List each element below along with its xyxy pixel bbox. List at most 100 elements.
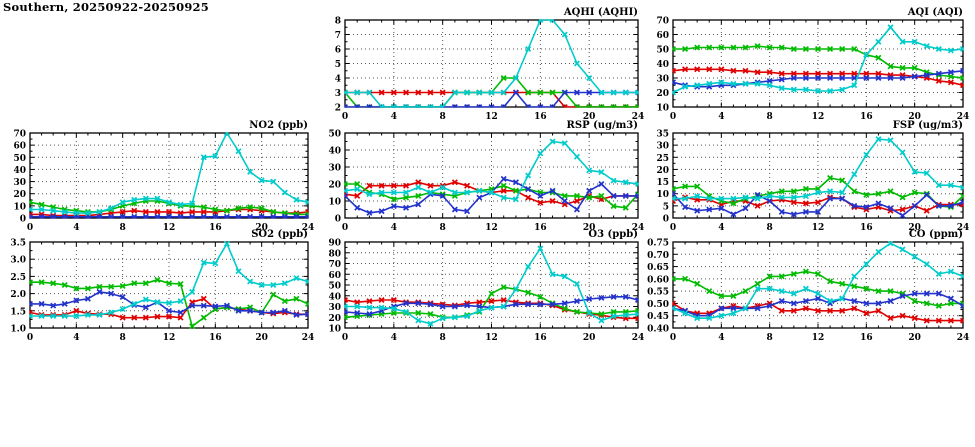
x-tick-label: 20 bbox=[255, 333, 268, 343]
data-point-marker bbox=[293, 196, 300, 203]
data-point-marker bbox=[573, 298, 580, 305]
x-tick-label: 20 bbox=[583, 333, 596, 343]
x-tick-label: 4 bbox=[73, 223, 79, 233]
data-point-marker bbox=[344, 89, 349, 96]
chart-title: O3 (ppb) bbox=[588, 229, 638, 240]
series-line bbox=[345, 19, 638, 108]
data-point-marker bbox=[706, 315, 713, 322]
data-point-marker bbox=[827, 188, 834, 195]
data-point-marker bbox=[634, 180, 639, 188]
data-point-marker bbox=[390, 196, 397, 203]
data-point-marker bbox=[200, 259, 207, 266]
series-line bbox=[672, 26, 964, 94]
data-point-marker bbox=[464, 302, 471, 309]
data-point-marker bbox=[718, 312, 725, 319]
data-point-marker bbox=[863, 191, 870, 198]
data-point-marker bbox=[827, 307, 834, 314]
y-tick-label: 70 bbox=[328, 260, 341, 270]
data-point-marker bbox=[154, 313, 161, 320]
data-point-marker bbox=[38, 312, 45, 319]
x-tick-label: 4 bbox=[718, 112, 724, 122]
data-point-marker bbox=[270, 213, 277, 219]
data-point-marker bbox=[354, 192, 361, 199]
data-point-marker bbox=[851, 45, 858, 53]
data-point-marker bbox=[537, 192, 544, 199]
x-tick-label: 20 bbox=[908, 223, 921, 233]
x-tick-label: 0 bbox=[670, 223, 676, 233]
data-point-marker bbox=[754, 285, 761, 292]
data-point-marker bbox=[439, 303, 446, 310]
data-point-marker bbox=[863, 285, 870, 292]
data-point-marker bbox=[827, 174, 834, 181]
data-point-marker bbox=[200, 295, 207, 302]
y-tick-label: 50 bbox=[656, 46, 669, 56]
x-tick-label: 0 bbox=[342, 333, 348, 343]
data-point-marker bbox=[754, 280, 761, 287]
data-point-marker bbox=[537, 89, 544, 96]
data-point-marker bbox=[366, 298, 373, 305]
data-point-marker bbox=[525, 89, 532, 96]
x-tick-label: 8 bbox=[767, 223, 773, 233]
data-point-marker bbox=[142, 213, 149, 219]
data-point-marker bbox=[610, 177, 617, 184]
data-point-marker bbox=[354, 204, 361, 211]
data-point-marker bbox=[814, 307, 822, 314]
data-point-marker bbox=[512, 196, 519, 203]
rsp-plot: 0 10 20 30 40 50 0 4 8 12 16 20 24 bbox=[328, 130, 644, 234]
data-point-marker bbox=[742, 80, 749, 87]
x-tick-label: 12 bbox=[812, 223, 825, 233]
y-tick-label: 25 bbox=[656, 154, 669, 164]
data-point-marker bbox=[142, 304, 149, 311]
y-tick-label: 80 bbox=[328, 249, 341, 259]
chart-title: AQI (AQI) bbox=[907, 7, 963, 18]
data-point-marker bbox=[29, 279, 34, 286]
data-point-marker bbox=[839, 74, 846, 82]
data-point-marker bbox=[525, 301, 532, 308]
data-point-marker bbox=[586, 194, 593, 201]
data-point-marker bbox=[598, 192, 605, 199]
x-tick-label: 24 bbox=[957, 223, 970, 233]
data-point-marker bbox=[366, 304, 373, 311]
y-tick-label: 20 bbox=[328, 314, 341, 324]
data-point-marker bbox=[887, 315, 894, 322]
data-point-marker bbox=[694, 193, 701, 200]
data-point-marker bbox=[84, 311, 91, 318]
data-point-marker bbox=[73, 297, 80, 304]
data-point-marker bbox=[108, 213, 115, 219]
data-point-marker bbox=[451, 89, 458, 96]
x-tick-label: 12 bbox=[485, 223, 498, 233]
x-tick-label: 16 bbox=[860, 333, 873, 343]
data-point-marker bbox=[200, 208, 207, 215]
data-point-marker bbox=[512, 89, 519, 96]
data-point-marker bbox=[108, 309, 115, 316]
data-point-marker bbox=[802, 86, 809, 93]
data-point-marker bbox=[403, 194, 410, 201]
data-point-marker bbox=[694, 82, 701, 89]
data-point-marker bbox=[911, 189, 918, 196]
x-tick-label: 8 bbox=[767, 333, 773, 343]
data-point-marker bbox=[634, 89, 639, 96]
data-point-marker bbox=[875, 190, 882, 197]
data-point-marker bbox=[959, 302, 964, 309]
data-point-marker bbox=[814, 189, 822, 196]
data-point-marker bbox=[851, 202, 858, 209]
series-red-aqi bbox=[672, 66, 964, 89]
data-point-marker bbox=[200, 314, 207, 321]
y-tick-label: 0.50 bbox=[647, 300, 669, 310]
x-tick-label: 4 bbox=[718, 223, 724, 233]
data-point-marker bbox=[500, 103, 507, 108]
chart-no2: NO2 (ppb) 0 10 20 30 40 50 60 70 0 4 8 12 16 20 24 bbox=[0, 119, 314, 235]
y-tick-label: 3 bbox=[335, 89, 341, 99]
y-tick-label: 70 bbox=[656, 17, 669, 27]
data-point-marker bbox=[293, 213, 300, 219]
data-point-marker bbox=[119, 208, 126, 215]
data-point-marker bbox=[403, 308, 410, 315]
data-point-marker bbox=[718, 44, 725, 51]
data-point-marker bbox=[766, 197, 773, 205]
y-tick-label: 30 bbox=[656, 142, 669, 152]
series-cyan-no2 bbox=[29, 132, 309, 217]
data-point-marker bbox=[344, 180, 349, 188]
data-point-marker bbox=[730, 67, 737, 74]
data-point-marker bbox=[61, 300, 68, 307]
data-point-marker bbox=[899, 194, 906, 201]
